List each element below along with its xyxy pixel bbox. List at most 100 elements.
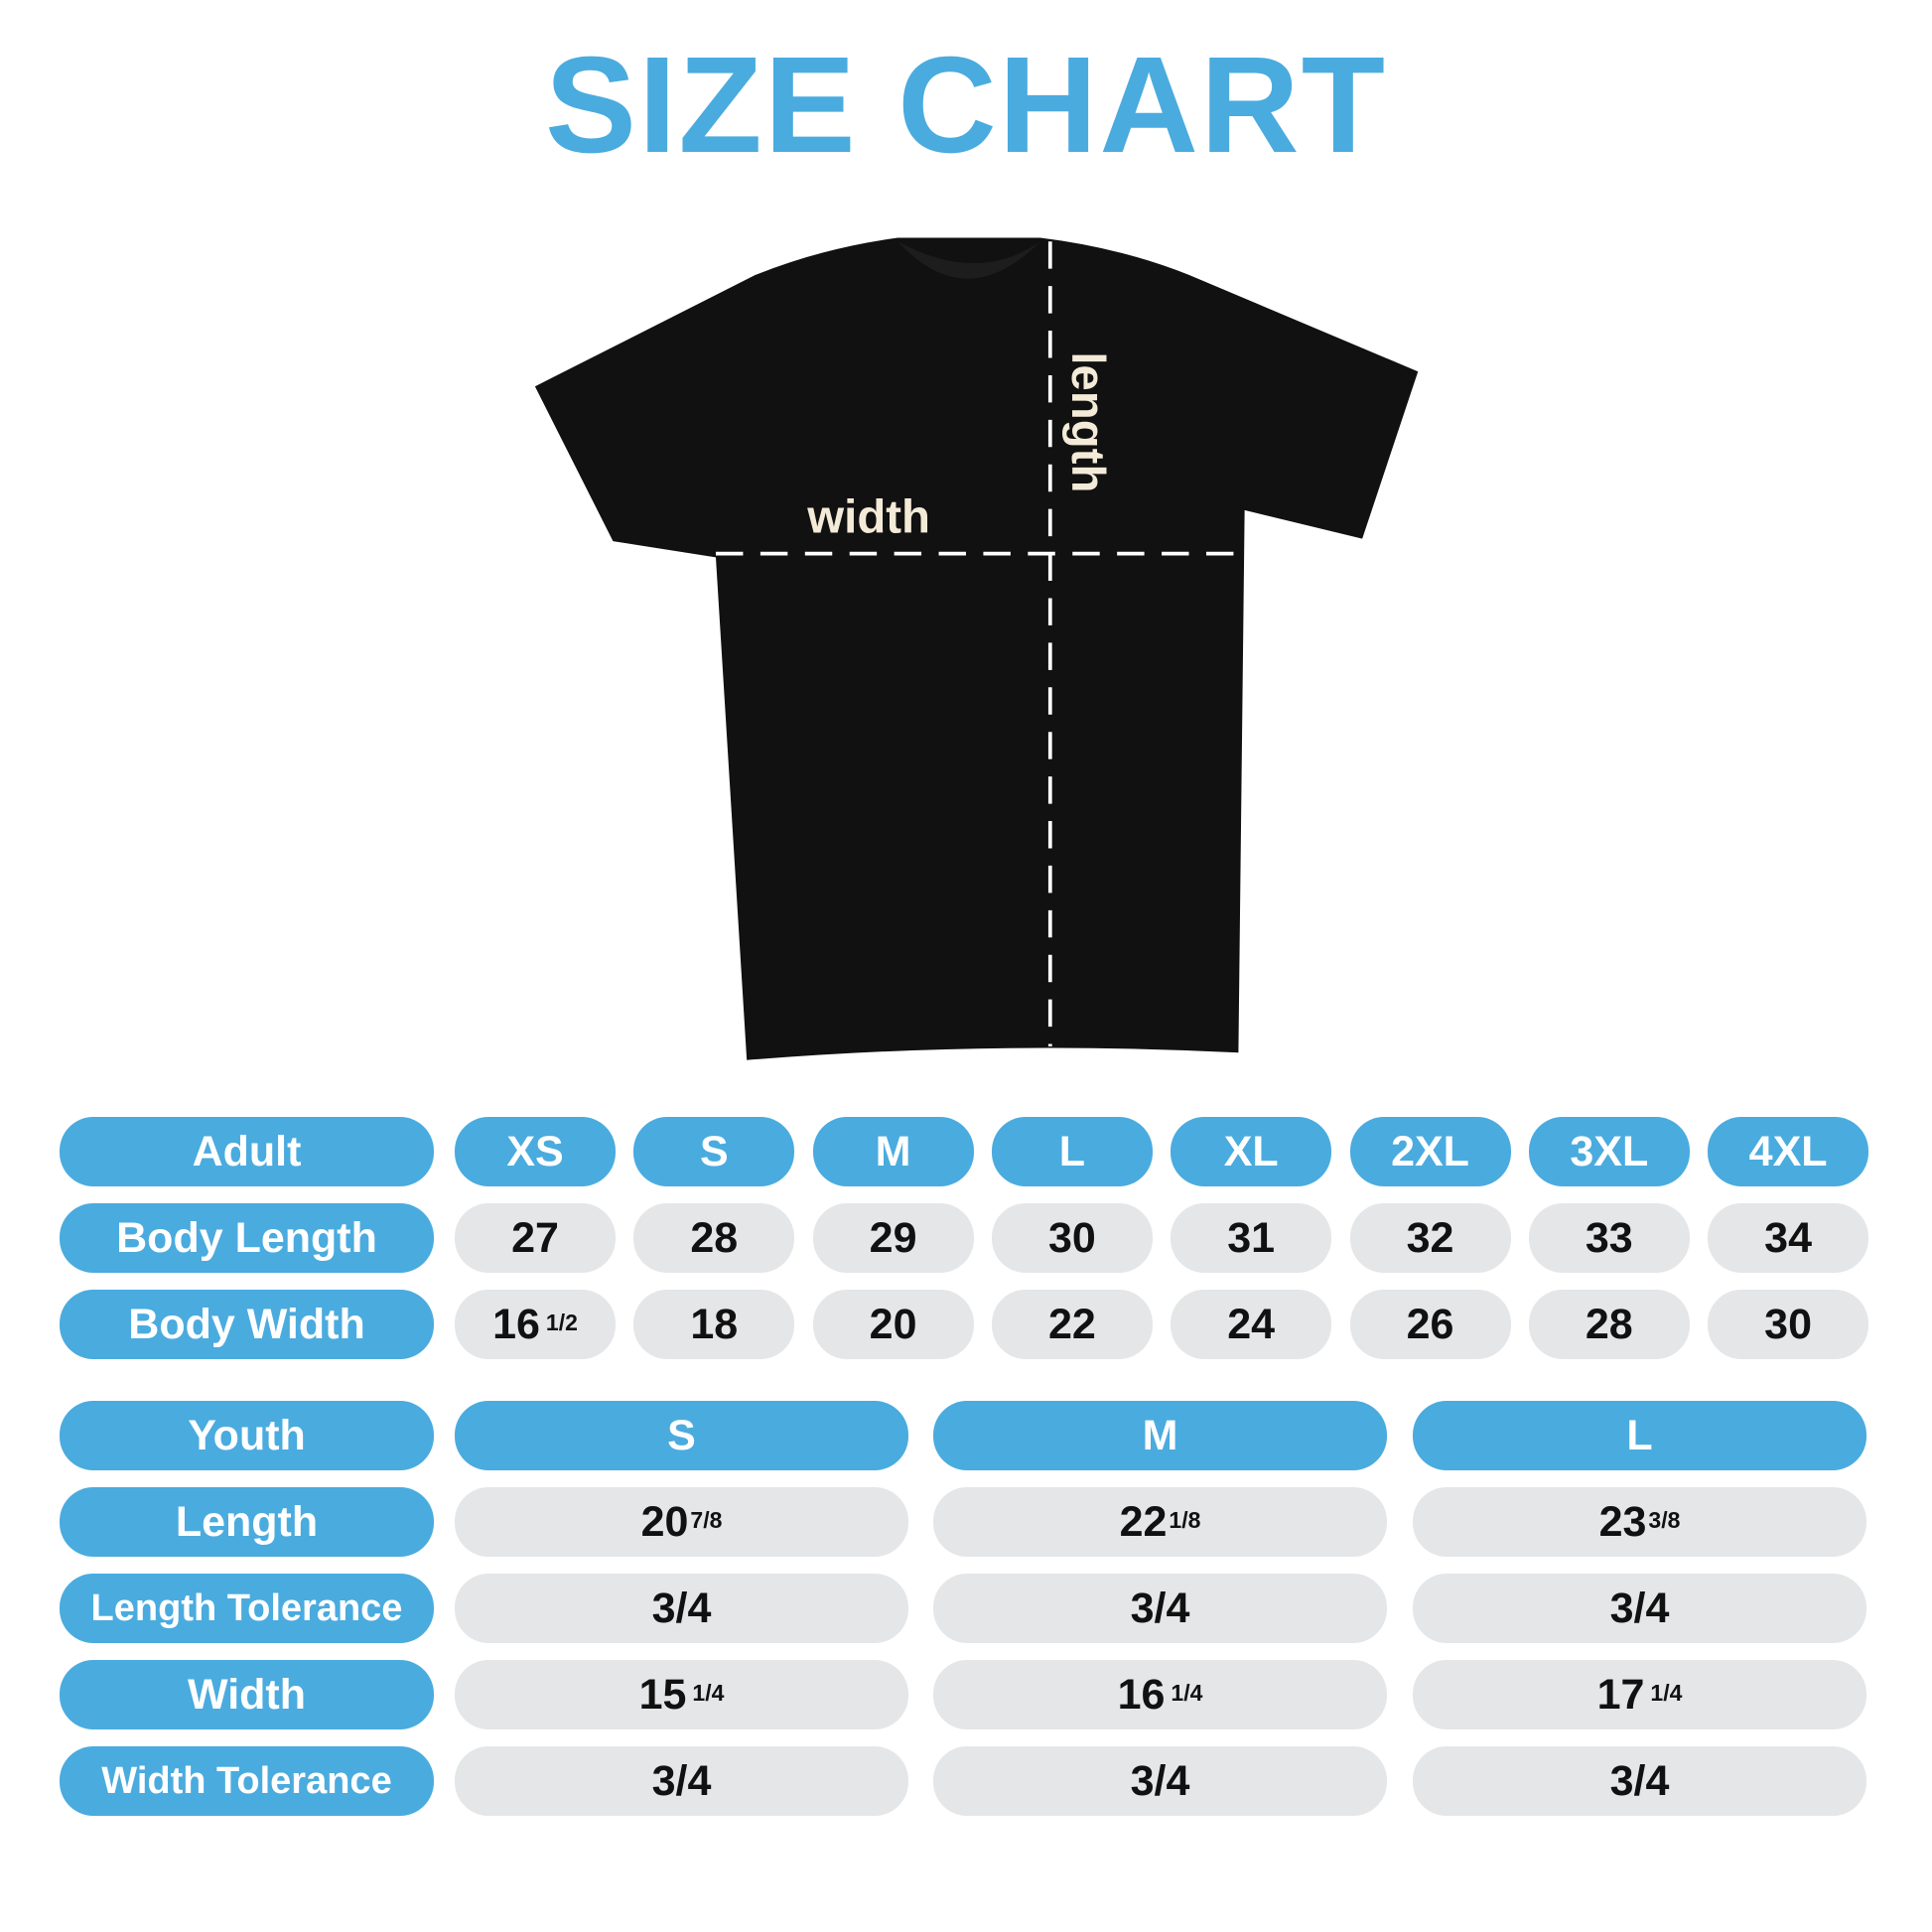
width-label: width (806, 490, 930, 543)
cell-value: 27 (511, 1213, 559, 1262)
table-cell: 30 (1708, 1290, 1869, 1359)
size-label: L (1058, 1127, 1086, 1175)
table-cell: 26 (1349, 1290, 1511, 1359)
cell-fraction: 7/8 (690, 1506, 723, 1533)
cell-value: 30 (1764, 1300, 1813, 1348)
tshirt-collar (897, 241, 1040, 279)
length-label: length (1061, 351, 1114, 492)
table-cell: 28 (633, 1203, 795, 1273)
row-label-text: Body Length (116, 1213, 377, 1262)
cell-value: 3/4 (1609, 1584, 1670, 1632)
row-label-text: Width Tolerance (101, 1759, 392, 1802)
cell-value: 33 (1585, 1213, 1633, 1262)
size-label: XS (506, 1127, 564, 1175)
header-text: Adult (192, 1127, 302, 1175)
tshirt-shape (534, 237, 1419, 1060)
cell-fraction: 1/4 (1171, 1679, 1203, 1706)
youth-header-label: Youth (60, 1401, 434, 1470)
size-label: L (1626, 1411, 1653, 1459)
cell-value: 3/4 (1130, 1584, 1190, 1632)
row-label-text: Width (187, 1670, 306, 1719)
table-cell: 3/4 (1413, 1746, 1866, 1816)
size-label: 3XL (1570, 1127, 1649, 1175)
cell-value: 28 (1585, 1300, 1633, 1348)
row-label-text: Body Width (128, 1300, 365, 1348)
size-header-xl: XL (1171, 1117, 1332, 1186)
table-cell: 20 (812, 1290, 974, 1359)
tshirt-diagram: width length (534, 237, 1419, 1060)
table-cell: 28 (1528, 1290, 1690, 1359)
cell-value: 26 (1406, 1300, 1454, 1348)
row-label: Width (60, 1660, 434, 1729)
page-title: SIZE CHART (545, 29, 1387, 182)
header-text: Youth (188, 1411, 306, 1459)
cell-value: 16 (1117, 1670, 1166, 1719)
size-header-2xl: 2XL (1349, 1117, 1511, 1186)
size-header-xs: XS (455, 1117, 616, 1186)
cell-value: 22 (1047, 1300, 1096, 1348)
table-cell: 16 1/2 (455, 1290, 616, 1359)
table-cell: 34 (1708, 1203, 1869, 1273)
youth-size-header-m: M (933, 1401, 1387, 1470)
row-label: Width Tolerance (60, 1746, 434, 1816)
cell-value: 16 (492, 1300, 540, 1348)
table-cell: 29 (812, 1203, 974, 1273)
row-label-text: Length (175, 1497, 319, 1546)
adult-header-label: Adult (60, 1117, 434, 1186)
cell-value: 31 (1227, 1213, 1276, 1262)
cell-value: 34 (1764, 1213, 1813, 1262)
table-cell: 17 1/4 (1413, 1660, 1866, 1729)
table-cell: 33 (1528, 1203, 1690, 1273)
size-header-m: M (812, 1117, 974, 1186)
cell-value: 3/4 (651, 1584, 712, 1632)
cell-value: 29 (869, 1213, 917, 1262)
table-cell: 16 1/4 (933, 1660, 1387, 1729)
row-label: Length Tolerance (60, 1574, 434, 1643)
table-cell: 3/4 (455, 1746, 908, 1816)
size-label: 2XL (1391, 1127, 1469, 1175)
cell-value: 3/4 (1130, 1756, 1190, 1805)
size-label: 4XL (1748, 1127, 1828, 1175)
cell-value: 28 (690, 1213, 739, 1262)
size-header-4xl: 4XL (1708, 1117, 1869, 1186)
size-label: M (875, 1127, 911, 1175)
size-label: XL (1223, 1127, 1279, 1175)
table-cell: 3/4 (455, 1574, 908, 1643)
cell-value: 20 (640, 1497, 689, 1546)
cell-value: 3/4 (651, 1756, 712, 1805)
cell-value: 17 (1596, 1670, 1645, 1719)
size-label: S (699, 1127, 729, 1175)
table-cell: 20 7/8 (455, 1487, 908, 1557)
cell-fraction: 1/4 (1650, 1679, 1683, 1706)
row-label: Body Length (60, 1203, 434, 1273)
cell-fraction: 1/2 (545, 1309, 578, 1335)
table-cell: 32 (1349, 1203, 1511, 1273)
cell-value: 30 (1047, 1213, 1096, 1262)
cell-value: 15 (638, 1670, 687, 1719)
size-header-3xl: 3XL (1528, 1117, 1690, 1186)
table-cell: 3/4 (1413, 1574, 1866, 1643)
row-label: Body Width (60, 1290, 434, 1359)
table-cell: 30 (991, 1203, 1153, 1273)
table-cell: 22 1/8 (933, 1487, 1387, 1557)
cell-value: 20 (869, 1300, 917, 1348)
table-cell: 15 1/4 (455, 1660, 908, 1729)
cell-value: 3/4 (1609, 1756, 1670, 1805)
row-label-text: Length Tolerance (90, 1587, 403, 1629)
size-header-l: L (991, 1117, 1153, 1186)
cell-value: 22 (1119, 1497, 1168, 1546)
table-cell: 27 (455, 1203, 616, 1273)
cell-fraction: 1/8 (1169, 1506, 1201, 1533)
table-cell: 23 3/8 (1413, 1487, 1866, 1557)
youth-size-header-s: S (455, 1401, 908, 1470)
size-label: M (1142, 1411, 1178, 1459)
table-cell: 31 (1171, 1203, 1332, 1273)
size-header-s: S (633, 1117, 795, 1186)
cell-fraction: 1/4 (692, 1679, 725, 1706)
row-label: Length (60, 1487, 434, 1557)
table-cell: 22 (991, 1290, 1153, 1359)
table-cell: 18 (633, 1290, 795, 1359)
cell-value: 18 (690, 1300, 739, 1348)
table-cell: 24 (1171, 1290, 1332, 1359)
